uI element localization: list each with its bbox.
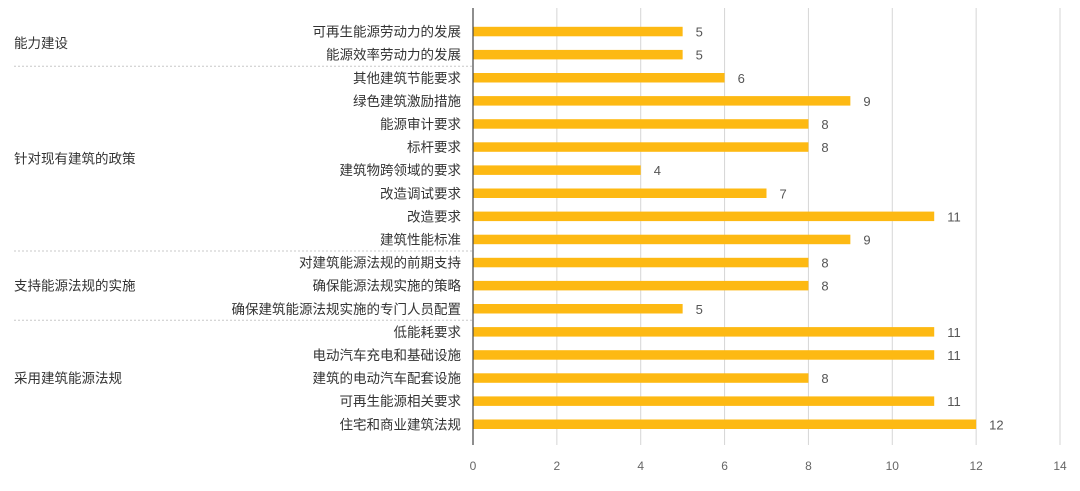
category-label: 能源审计要求 [380, 117, 461, 133]
bar-改造调试要求 [473, 188, 767, 198]
x-tick-label-10: 10 [886, 459, 900, 473]
bar-确保能源法规实施的策略 [473, 280, 809, 291]
category-label: 改造调试要求 [380, 186, 461, 202]
x-tick-label-0: 0 [470, 459, 477, 473]
value-label: 11 [947, 394, 961, 409]
category-label: 建筑的电动汽车配套设施 [313, 370, 462, 387]
bar-改造要求 [473, 211, 935, 222]
value-label: 9 [863, 94, 870, 109]
x-tick-label-4: 4 [637, 459, 644, 473]
x-tick-label-2: 2 [554, 459, 561, 473]
category-labels: 可再生能源劳动力的发展能源效率劳动力的发展其他建筑节能要求绿色建筑激励措施能源审… [232, 25, 462, 434]
bar-确保建筑能源法规实施的专门人员配置 [473, 304, 683, 314]
bar-能源效率劳动力的发展 [473, 49, 683, 60]
bar-住宅和商业建筑法规 [473, 419, 977, 429]
value-label: 8 [821, 371, 828, 386]
category-label: 对建筑能源法规的前期支持 [299, 255, 461, 272]
category-label: 可再生能源相关要求 [340, 394, 462, 410]
value-label: 5 [696, 48, 703, 63]
x-tick-label-8: 8 [805, 459, 812, 473]
category-label: 确保建筑能源法规实施的专门人员配置 [232, 302, 462, 318]
category-label: 确保能源法规实施的策略 [313, 278, 462, 295]
group-label: 针对现有建筑的政策 [14, 151, 136, 168]
x-tick-labels: 0 2 4 6 8 10 12 14 [470, 459, 1067, 473]
value-label: 11 [947, 209, 961, 224]
bar-可再生能源相关要求 [473, 396, 935, 406]
value-label: 8 [821, 117, 828, 132]
category-label: 绿色建筑激励措施 [353, 93, 461, 110]
group-label: 能力建设 [14, 36, 68, 52]
category-label: 住宅和商业建筑法规 [340, 417, 462, 433]
value-label: 9 [863, 232, 870, 247]
bar-建筑性能标准 [473, 234, 851, 245]
category-label: 建筑性能标准 [380, 232, 461, 248]
bar-标杆要求 [473, 142, 809, 152]
x-tick-label-14: 14 [1053, 459, 1067, 473]
bar-能源审计要求 [473, 119, 809, 129]
category-label: 电动汽车充电和基础设施 [313, 347, 462, 364]
value-label: 11 [947, 325, 961, 340]
bar-对建筑能源法规的前期支持 [473, 257, 809, 268]
value-label: 7 [780, 186, 787, 201]
value-label: 8 [821, 279, 828, 294]
category-label: 改造要求 [407, 209, 461, 225]
value-label: 8 [821, 256, 828, 271]
bar-绿色建筑激励措施 [473, 96, 851, 106]
bar-建筑物跨领域的要求 [473, 165, 641, 175]
category-label: 标杆要求 [407, 140, 461, 156]
category-label: 可再生能源劳动力的发展 [313, 25, 462, 41]
x-tick-label-12: 12 [969, 459, 983, 473]
category-label: 建筑物跨领域的要求 [340, 163, 462, 179]
value-label: 5 [696, 302, 703, 317]
value-label: 8 [821, 140, 828, 155]
bar-低能耗要求 [473, 327, 935, 337]
bar-建筑的电动汽车配套设施 [473, 373, 809, 383]
x-tick-label-6: 6 [721, 459, 728, 473]
bar-其他建筑节能要求 [473, 73, 725, 83]
value-label: 4 [654, 163, 661, 178]
category-label: 能源效率劳动力的发展 [326, 47, 461, 64]
group-separators [14, 65, 473, 321]
bar-可再生能源劳动力的发展 [473, 26, 683, 37]
value-labels: 5 5 6 9 8 8 4 7 11 9 8 8 5 11 11 8 11 12 [654, 25, 1004, 433]
bars [473, 26, 977, 429]
category-label: 低能耗要求 [394, 325, 462, 341]
value-label: 5 [696, 25, 703, 40]
group-label: 采用建筑能源法规 [14, 371, 122, 387]
category-label: 其他建筑节能要求 [353, 71, 461, 87]
value-label: 11 [947, 348, 961, 363]
group-label: 支持能源法规的实施 [14, 279, 136, 295]
value-label: 6 [738, 71, 745, 86]
value-label: 12 [989, 417, 1003, 432]
bar-电动汽车充电和基础设施 [473, 350, 935, 360]
